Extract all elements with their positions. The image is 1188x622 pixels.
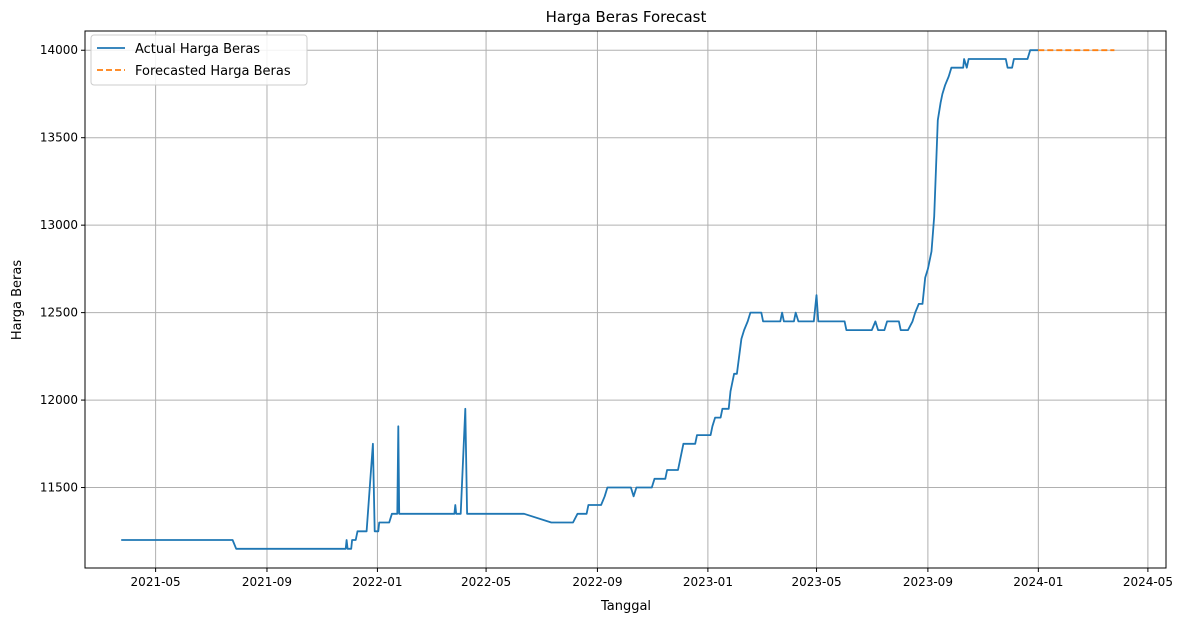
x-tick-label: 2023-09 bbox=[903, 575, 953, 589]
plot-frame bbox=[84, 30, 1167, 569]
y-tick-label: 13000 bbox=[40, 218, 78, 232]
x-tick-label: 2022-01 bbox=[352, 575, 402, 589]
axes bbox=[84, 30, 1167, 569]
x-tick-label: 2021-05 bbox=[131, 575, 181, 589]
x-tick-label: 2024-01 bbox=[1013, 575, 1063, 589]
series-lines bbox=[121, 49, 1115, 550]
y-axis-ticks: 11500 12000 12500 13000 13500 14000 bbox=[40, 43, 85, 495]
x-axis-ticks: 2021-05 2021-09 2022-01 2022-05 2022-09 2023-… bbox=[131, 568, 1173, 589]
x-axis-label: Tanggal bbox=[600, 599, 651, 614]
grid bbox=[85, 31, 1166, 568]
chart-title: Harga Beras Forecast bbox=[546, 8, 707, 26]
legend-label-actual: Actual Harga Beras bbox=[135, 42, 260, 57]
y-tick-label: 13500 bbox=[40, 131, 78, 145]
x-tick-label: 2022-05 bbox=[461, 575, 511, 589]
x-tick-label: 2023-05 bbox=[791, 575, 841, 589]
y-tick-label: 12500 bbox=[40, 306, 78, 320]
x-tick-label: 2022-09 bbox=[572, 575, 622, 589]
y-axis-label: Harga Beras bbox=[10, 260, 25, 340]
legend-box bbox=[90, 34, 308, 86]
legend-label-forecast: Forecasted Harga Beras bbox=[135, 64, 291, 79]
y-tick-label: 14000 bbox=[40, 43, 78, 57]
y-tick-label: 11500 bbox=[40, 481, 78, 495]
x-tick-label: 2023-01 bbox=[683, 575, 733, 589]
x-tick-label: 2024-05 bbox=[1123, 575, 1173, 589]
x-tick-label: 2021-09 bbox=[242, 575, 292, 589]
series-line-actual bbox=[121, 49, 1039, 550]
y-tick-label: 12000 bbox=[40, 393, 78, 407]
legend: Actual Harga Beras Forecasted Harga Bera… bbox=[90, 34, 308, 86]
